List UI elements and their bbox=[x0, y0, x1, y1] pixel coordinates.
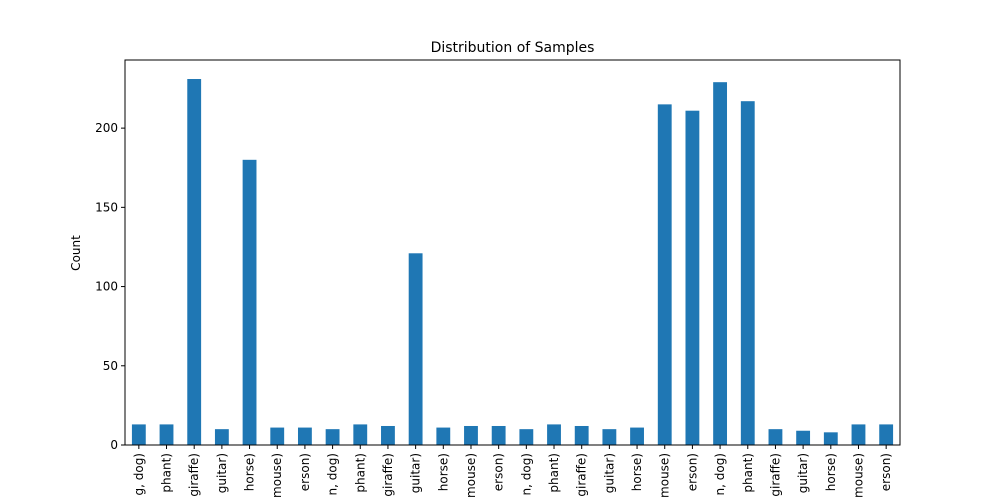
x-tick-label: g, dog) bbox=[132, 453, 146, 496]
y-tick-label: 50 bbox=[103, 359, 118, 373]
y-tick-label: 0 bbox=[110, 438, 118, 452]
x-tick-label: giraffe) bbox=[768, 453, 782, 497]
y-axis-ticks: 0 50 100 150 200 bbox=[95, 121, 125, 452]
bar bbox=[547, 424, 561, 445]
x-tick-label: phant) bbox=[741, 453, 755, 493]
x-tick-label: phant) bbox=[547, 453, 561, 493]
x-tick-label: guitar) bbox=[409, 453, 423, 493]
x-tick-label: erson) bbox=[298, 453, 312, 491]
bars-group bbox=[131, 79, 894, 446]
bar bbox=[491, 425, 506, 445]
bar bbox=[408, 253, 423, 445]
bar bbox=[297, 427, 312, 445]
x-tick-label: mouse) bbox=[270, 453, 284, 498]
bar bbox=[657, 104, 672, 446]
x-tick-label: erson) bbox=[879, 453, 893, 491]
bar bbox=[131, 424, 146, 445]
x-tick-label: giraffe) bbox=[381, 453, 395, 497]
x-tick-label: horse) bbox=[436, 453, 450, 491]
bar bbox=[740, 101, 755, 445]
x-tick-label: horse) bbox=[630, 453, 644, 491]
bar bbox=[796, 430, 811, 445]
bar bbox=[325, 429, 340, 445]
bar bbox=[381, 425, 395, 445]
bar bbox=[519, 429, 534, 445]
bar bbox=[270, 427, 285, 445]
bar bbox=[630, 427, 644, 445]
bar bbox=[242, 159, 257, 445]
y-axis-label: Count bbox=[69, 235, 83, 271]
x-tick-label: guitar) bbox=[215, 453, 229, 493]
bar bbox=[574, 425, 589, 445]
x-tick-label: phant) bbox=[353, 453, 367, 493]
x-tick-label: guitar) bbox=[602, 453, 616, 493]
x-tick-label: giraffe) bbox=[575, 453, 589, 497]
x-axis-ticks: g, dog) phant) giraffe) guitar) horse) mouse)… bbox=[132, 445, 893, 498]
x-tick-label: n, dog) bbox=[713, 453, 727, 496]
x-tick-label: erson) bbox=[492, 453, 506, 491]
x-tick-label: n, dog) bbox=[519, 453, 533, 496]
bar bbox=[464, 425, 478, 445]
bar bbox=[353, 424, 368, 445]
x-tick-label: horse) bbox=[824, 453, 838, 491]
y-tick-label: 200 bbox=[95, 121, 118, 135]
chart-title: Distribution of Samples bbox=[431, 40, 595, 56]
plot-frame bbox=[124, 59, 901, 446]
bar bbox=[436, 427, 451, 445]
bar bbox=[851, 424, 866, 445]
x-tick-label: erson) bbox=[685, 453, 699, 491]
bar bbox=[685, 110, 700, 445]
x-tick-label: mouse) bbox=[851, 453, 865, 498]
bar bbox=[879, 424, 894, 445]
bar bbox=[713, 82, 728, 446]
bar bbox=[602, 429, 617, 445]
bar bbox=[187, 79, 202, 446]
x-tick-label: n, dog) bbox=[326, 453, 340, 496]
x-tick-label: guitar) bbox=[796, 453, 810, 493]
bar bbox=[214, 429, 229, 445]
x-tick-label: mouse) bbox=[464, 453, 478, 498]
x-tick-label: mouse) bbox=[658, 453, 672, 498]
y-tick-label: 100 bbox=[95, 280, 118, 294]
bar bbox=[768, 429, 783, 445]
bar bbox=[823, 432, 838, 445]
x-tick-label: giraffe) bbox=[187, 453, 201, 497]
x-tick-label: phant) bbox=[160, 453, 174, 493]
y-tick-label: 150 bbox=[95, 200, 118, 214]
bar bbox=[159, 424, 174, 445]
x-tick-label: horse) bbox=[243, 453, 257, 491]
